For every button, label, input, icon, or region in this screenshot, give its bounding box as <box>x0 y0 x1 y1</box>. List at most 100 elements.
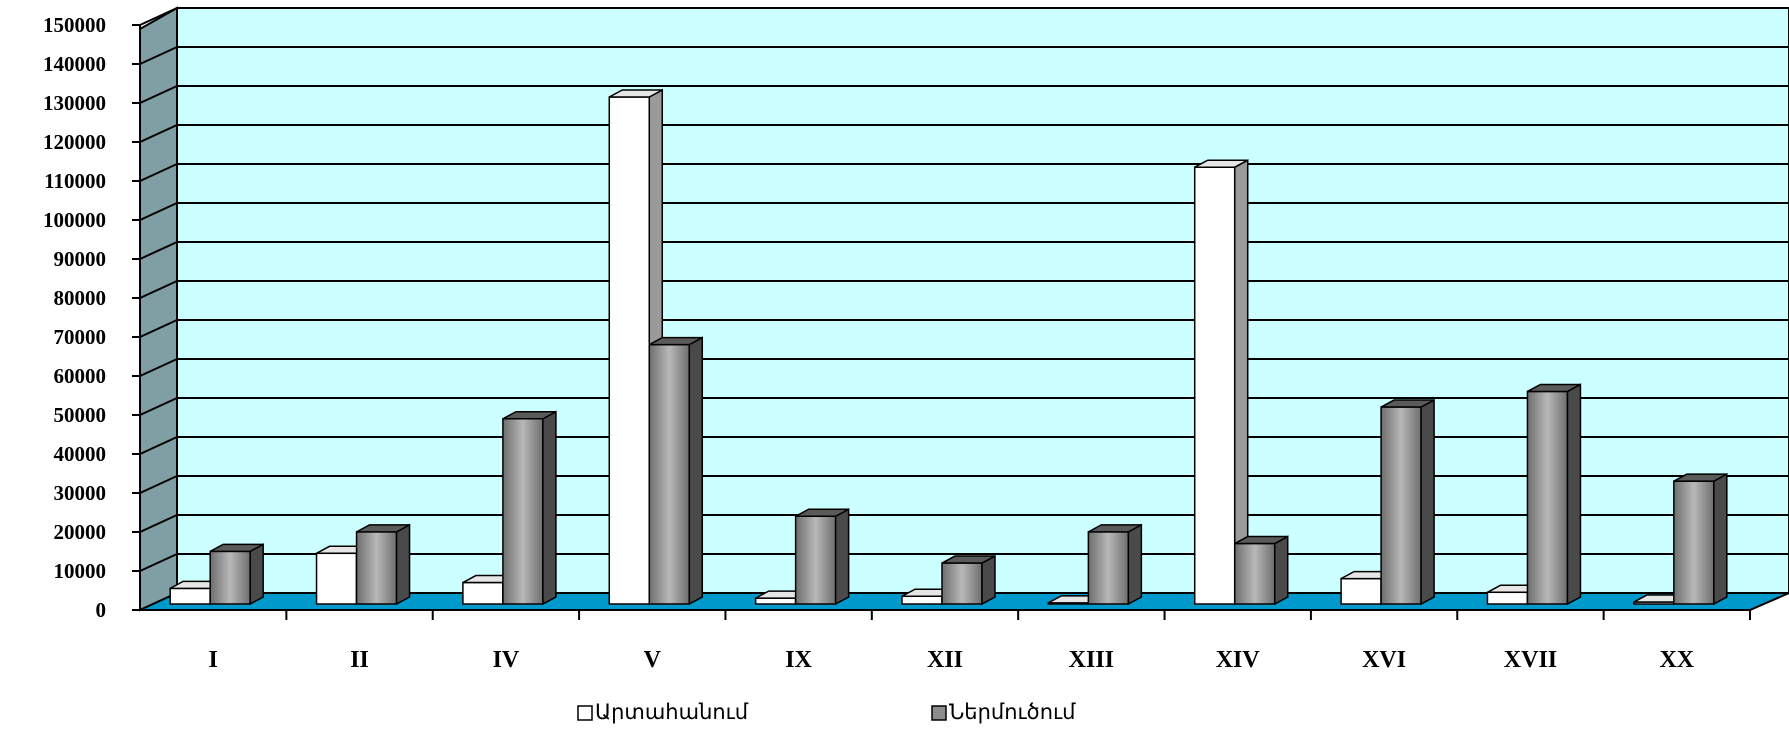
bar-front <box>1233 542 1276 605</box>
bar-front <box>355 531 398 605</box>
bar-import <box>1380 398 1435 606</box>
gridline-side <box>139 124 178 143</box>
gridline-side <box>139 163 178 182</box>
gridline-side <box>139 202 178 221</box>
bar-side <box>1273 535 1289 606</box>
legend-swatch-import <box>931 705 947 721</box>
bar-import <box>1673 472 1728 606</box>
gridline-side <box>139 397 178 416</box>
bar-import <box>502 410 557 606</box>
gridline-side <box>139 241 178 260</box>
x-tick-label: II <box>350 647 369 673</box>
legend-label-import: Ներմուծում <box>949 700 1076 724</box>
y-axis-tick-labels: 0 10000 20000 30000 40000 50000 60000 70000 8000… <box>43 13 106 622</box>
y-tick-label: 30000 <box>54 481 107 505</box>
x-tick-label: XVI <box>1362 647 1406 673</box>
y-tick-label: 100000 <box>43 208 106 232</box>
gridlines <box>132 7 1789 620</box>
bar-side <box>981 554 996 606</box>
bar-front <box>901 595 943 605</box>
back-wall <box>176 7 1789 594</box>
plot-walls <box>139 6 1789 612</box>
bar-side <box>395 523 411 606</box>
bar-top <box>1380 399 1435 408</box>
y-tick-label: 10000 <box>54 559 107 583</box>
bar-front <box>648 343 691 605</box>
bar-side <box>542 410 557 606</box>
x-tick-label: I <box>209 647 218 673</box>
x-tick-label: XII <box>927 647 963 673</box>
gridline-side <box>139 436 178 455</box>
x-axis-tick-labels: I II IV V IX XII XIII XIV XVI XVII XX <box>209 647 1695 673</box>
bar-import <box>941 554 996 606</box>
y-tick-label: 130000 <box>43 91 106 115</box>
bar-side <box>249 543 264 606</box>
bar-import <box>1526 383 1582 606</box>
bar-front <box>1193 166 1236 605</box>
y-tick-label: 120000 <box>43 130 106 154</box>
bar-side <box>1566 383 1582 606</box>
bar-front <box>794 515 837 605</box>
bar-top <box>1673 473 1728 482</box>
bar-front <box>1087 531 1130 605</box>
bars <box>169 88 1728 606</box>
bar-top <box>502 411 557 420</box>
y-tick-label: 110000 <box>44 169 106 193</box>
y-tick-label: 90000 <box>54 247 107 271</box>
bar-side <box>1420 398 1435 606</box>
bar-import <box>648 336 704 606</box>
y-tick-label: 80000 <box>54 286 107 310</box>
y-tick-label: 60000 <box>54 364 107 388</box>
bar-import <box>209 543 264 606</box>
gridline-side <box>139 280 178 299</box>
y-tick-label: 70000 <box>54 325 107 349</box>
bar-front <box>209 550 251 605</box>
x-tick-label: XX <box>1659 647 1694 673</box>
bar-front <box>462 581 504 605</box>
bar-side <box>1127 523 1143 606</box>
x-tick-label: IX <box>785 647 812 673</box>
gridline-side <box>139 358 178 377</box>
bar-top <box>209 543 264 553</box>
gridline-side <box>139 319 178 338</box>
bar-top <box>1194 159 1249 168</box>
bar-import <box>355 523 411 606</box>
bar-top <box>1088 524 1142 533</box>
bar-side <box>1713 472 1728 606</box>
bar-side <box>834 507 850 606</box>
bar-import <box>1087 523 1143 606</box>
bar-front <box>754 597 797 605</box>
x-tick-label: IV <box>493 647 520 673</box>
bar-front <box>1380 406 1422 605</box>
bar-front <box>315 552 358 605</box>
bar-front <box>608 96 651 605</box>
bar-top <box>795 508 849 517</box>
side-wall <box>139 6 178 612</box>
bar-front <box>502 418 544 605</box>
bar-top <box>941 555 996 564</box>
bar-front <box>1673 480 1715 605</box>
bar-top <box>356 524 410 533</box>
bar-top <box>1527 383 1581 393</box>
gridline-side <box>139 475 178 494</box>
y-tick-label: 140000 <box>43 52 106 76</box>
bar-front <box>1526 390 1569 605</box>
y-tick-label: 50000 <box>54 403 107 427</box>
gridline-side <box>139 514 178 533</box>
x-tick-label: XVII <box>1504 647 1557 673</box>
bar-export <box>1193 158 1249 606</box>
bar-top <box>608 89 663 98</box>
bar-import <box>794 507 850 606</box>
y-tick-label: 20000 <box>54 520 107 544</box>
bar-front <box>1486 591 1529 605</box>
y-tick-label: 0 <box>96 598 107 622</box>
y-tick-label: 40000 <box>54 442 107 466</box>
bar-front <box>941 562 983 605</box>
bar-front <box>1340 577 1382 605</box>
bar-front <box>169 587 211 605</box>
x-tick-label: XIII <box>1069 647 1114 673</box>
bar-top <box>1234 535 1289 545</box>
bar-import <box>1233 535 1289 606</box>
gridline-side <box>139 85 178 104</box>
